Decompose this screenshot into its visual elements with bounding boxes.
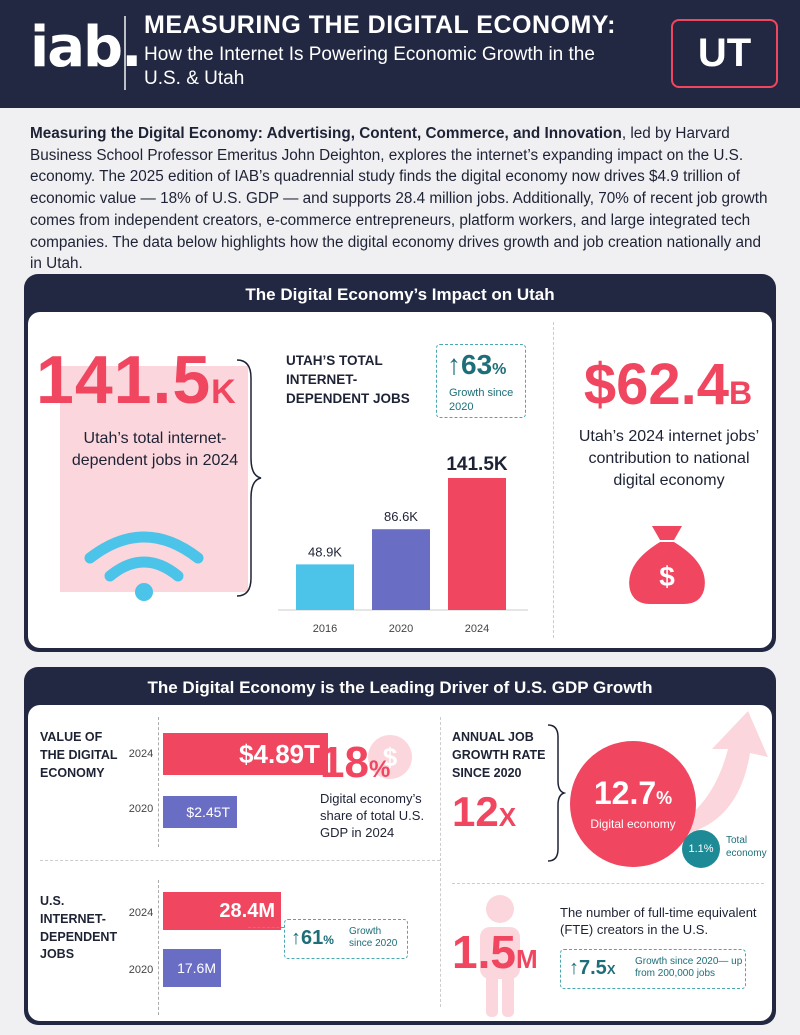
tick-label: 2016 [313,623,337,635]
data-label: 48.9K [308,544,342,559]
wifi-icon [84,531,204,601]
growth-box: ↑7.5X Growth since 2020— up from 200,000… [560,949,746,989]
us-gdp-panel: The Digital Economy is the Leading Drive… [24,667,776,1025]
svg-text:$: $ [659,561,675,592]
money-bag-icon: $ [629,526,705,604]
utah-impact-panel: The Digital Economy’s Impact on Utah 141… [24,274,776,652]
state-badge: UT [671,19,778,88]
header-divider [124,16,126,90]
data-label: 86.6K [384,509,418,524]
growth-box: ↑63% Growth since 2020 [436,344,526,418]
growth-box: ↑61% Growth since 2020 [284,919,408,959]
divider [40,860,440,861]
iab-logo: iab. [30,15,142,80]
rate-label: ANNUAL JOB GROWTH RATE SINCE 2020 [452,730,546,780]
gdp-share-value: 18% [320,738,391,787]
creators-value: 1.5M [452,926,538,978]
dollar-icon: $ [368,735,412,779]
panel-body: 141.5K Utah’s total internet-dependent j… [28,312,772,648]
panel-title: The Digital Economy’s Impact on Utah [245,285,555,304]
page-title: MEASURING THE DIGITAL ECONOMY: [144,11,616,39]
utah-jobs-value: 141.5K [36,342,237,418]
tick-label: 2024 [465,623,489,635]
contribution-caption: Utah’s 2024 internet jobs’ contribution … [578,428,760,490]
jobs-label: U.S. INTERNET-DEPENDENT JOBS [40,894,118,962]
growth-arrow-icon [650,711,768,837]
bar-2020: 17.6M [163,949,221,987]
chart-title: UTAH’S TOTAL INTERNET-DEPENDENT JOBS [286,353,410,406]
value-label: VALUE OF THE DIGITAL ECONOMY [40,730,118,780]
digital-rate-label: Digital economy [590,817,676,831]
header: iab. MEASURING THE DIGITAL ECONOMY: How … [0,0,800,108]
bar-2016 [296,564,354,610]
bar-2020 [372,529,430,610]
connector-line [248,927,284,928]
utah-jobs-caption: Utah’s total internet-dependent jobs in … [71,430,239,469]
arrow-up-icon: ↑ [291,927,301,949]
bar-2024: 28.4M [163,892,281,930]
year-label: 2024 [128,907,154,919]
bar-2024: $4.89T [163,733,328,775]
gdp-share-caption: Digital economy’s share of total U.S. GD… [320,791,425,840]
divider [553,322,554,638]
arrow-up-icon: ↑ [569,957,579,979]
contribution-value: $62.4B [583,352,753,417]
intro-bold: Measuring the Digital Economy: Advertisi… [30,125,622,142]
total-rate-label: Total economy [726,835,767,859]
tick-label: 2020 [389,623,413,635]
intro-paragraph: Measuring the Digital Economy: Advertisi… [30,123,775,275]
brace-icon [547,724,566,862]
brace-icon [236,359,262,597]
intro-text: , led by Harvard Business School Profess… [30,125,768,273]
divider [440,717,441,1007]
arrow-up-icon: ↑ [447,349,461,380]
total-rate-value: 1.1% [682,830,720,868]
data-label: 141.5K [446,454,508,475]
page-subtitle: How the Internet Is Powering Economic Gr… [144,44,595,89]
year-label: 2020 [128,964,154,976]
person-icon [480,895,520,1017]
digital-economy-circle: 12.7% Digital economy [570,741,696,867]
bar-2020: $2.45T [163,796,237,828]
growth-value: ↑61% [291,927,334,949]
utah-jobs-chart: 48.9K 2016 86.6K 2020 141.5K 2024 [278,454,528,635]
growth-value: ↑63% [447,349,507,380]
growth-label: Growth since 2020— up from 200,000 jobs [635,956,743,979]
growth-label: Growth since 2020 [449,387,514,413]
growth-label: Growth since 2020 [349,926,398,949]
axis-line [158,717,159,847]
growth-value: ↑7.5X [569,957,616,979]
axis-line [158,880,159,1015]
panel-title: The Digital Economy is the Leading Drive… [147,678,653,697]
divider [452,883,764,884]
year-label: 2020 [128,803,154,815]
creators-caption: The number of full-time equivalent (FTE)… [560,905,757,937]
bar-2024 [448,478,506,610]
panel-body: VALUE OF THE DIGITAL ECONOMY 2024 $4.89T… [28,705,772,1021]
digital-rate-value: 12.7% [593,775,673,811]
rate-multiplier: 12X [452,788,517,835]
year-label: 2024 [128,748,154,760]
